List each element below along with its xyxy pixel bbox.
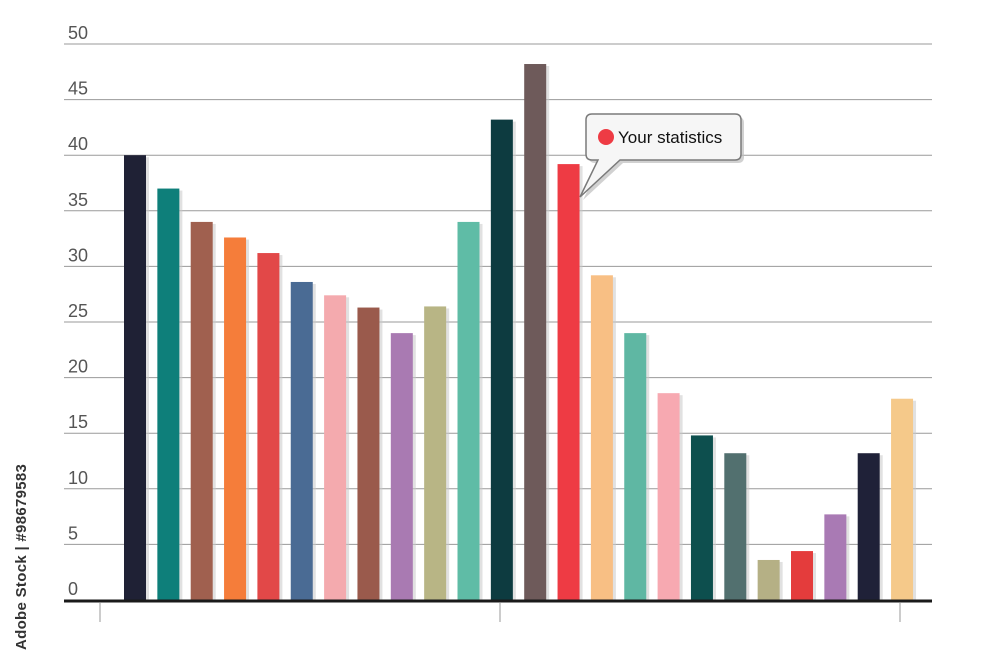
y-tick-label: 5 xyxy=(68,523,78,543)
bar xyxy=(791,551,813,600)
callout-text: Your statistics xyxy=(618,128,722,147)
bar xyxy=(490,119,513,600)
x-axis xyxy=(64,599,932,622)
y-tick-label: 30 xyxy=(68,245,88,265)
bar xyxy=(690,435,713,600)
bar xyxy=(457,221,480,601)
bar xyxy=(124,155,146,600)
y-tick-label: 25 xyxy=(68,301,88,321)
bar xyxy=(824,514,847,600)
y-tick-label: 0 xyxy=(68,579,78,599)
watermark-side-text: Adobe Stock | #98679583 xyxy=(13,463,30,650)
bars xyxy=(124,64,917,601)
bar xyxy=(390,333,413,600)
bar xyxy=(290,281,313,600)
bar xyxy=(324,295,347,600)
bar xyxy=(657,393,680,600)
bar xyxy=(724,453,747,600)
y-tick-label: 45 xyxy=(68,79,88,99)
bar xyxy=(857,453,880,600)
bar xyxy=(524,64,547,601)
bar xyxy=(157,188,180,600)
y-tick-label: 35 xyxy=(68,190,88,210)
y-tick-label: 20 xyxy=(68,357,88,377)
callout-marker-icon xyxy=(598,129,614,145)
bar xyxy=(224,237,247,600)
callout: Your statistics xyxy=(579,113,744,200)
bar xyxy=(190,221,213,601)
callout-box xyxy=(579,113,742,198)
bar xyxy=(357,307,380,600)
bar xyxy=(424,306,447,600)
y-tick-label: 40 xyxy=(68,134,88,154)
bar xyxy=(590,275,613,600)
y-axis-tick-labels: 0 5 10 15 20 25 30 35 40 45 50 xyxy=(68,23,88,599)
bar xyxy=(557,164,580,600)
bar xyxy=(257,253,280,600)
y-tick-label: 10 xyxy=(68,468,88,488)
bar xyxy=(891,398,914,600)
bar xyxy=(757,559,780,600)
y-tick-label: 50 xyxy=(68,23,88,43)
bar xyxy=(624,333,647,600)
y-tick-label: 15 xyxy=(68,412,88,432)
